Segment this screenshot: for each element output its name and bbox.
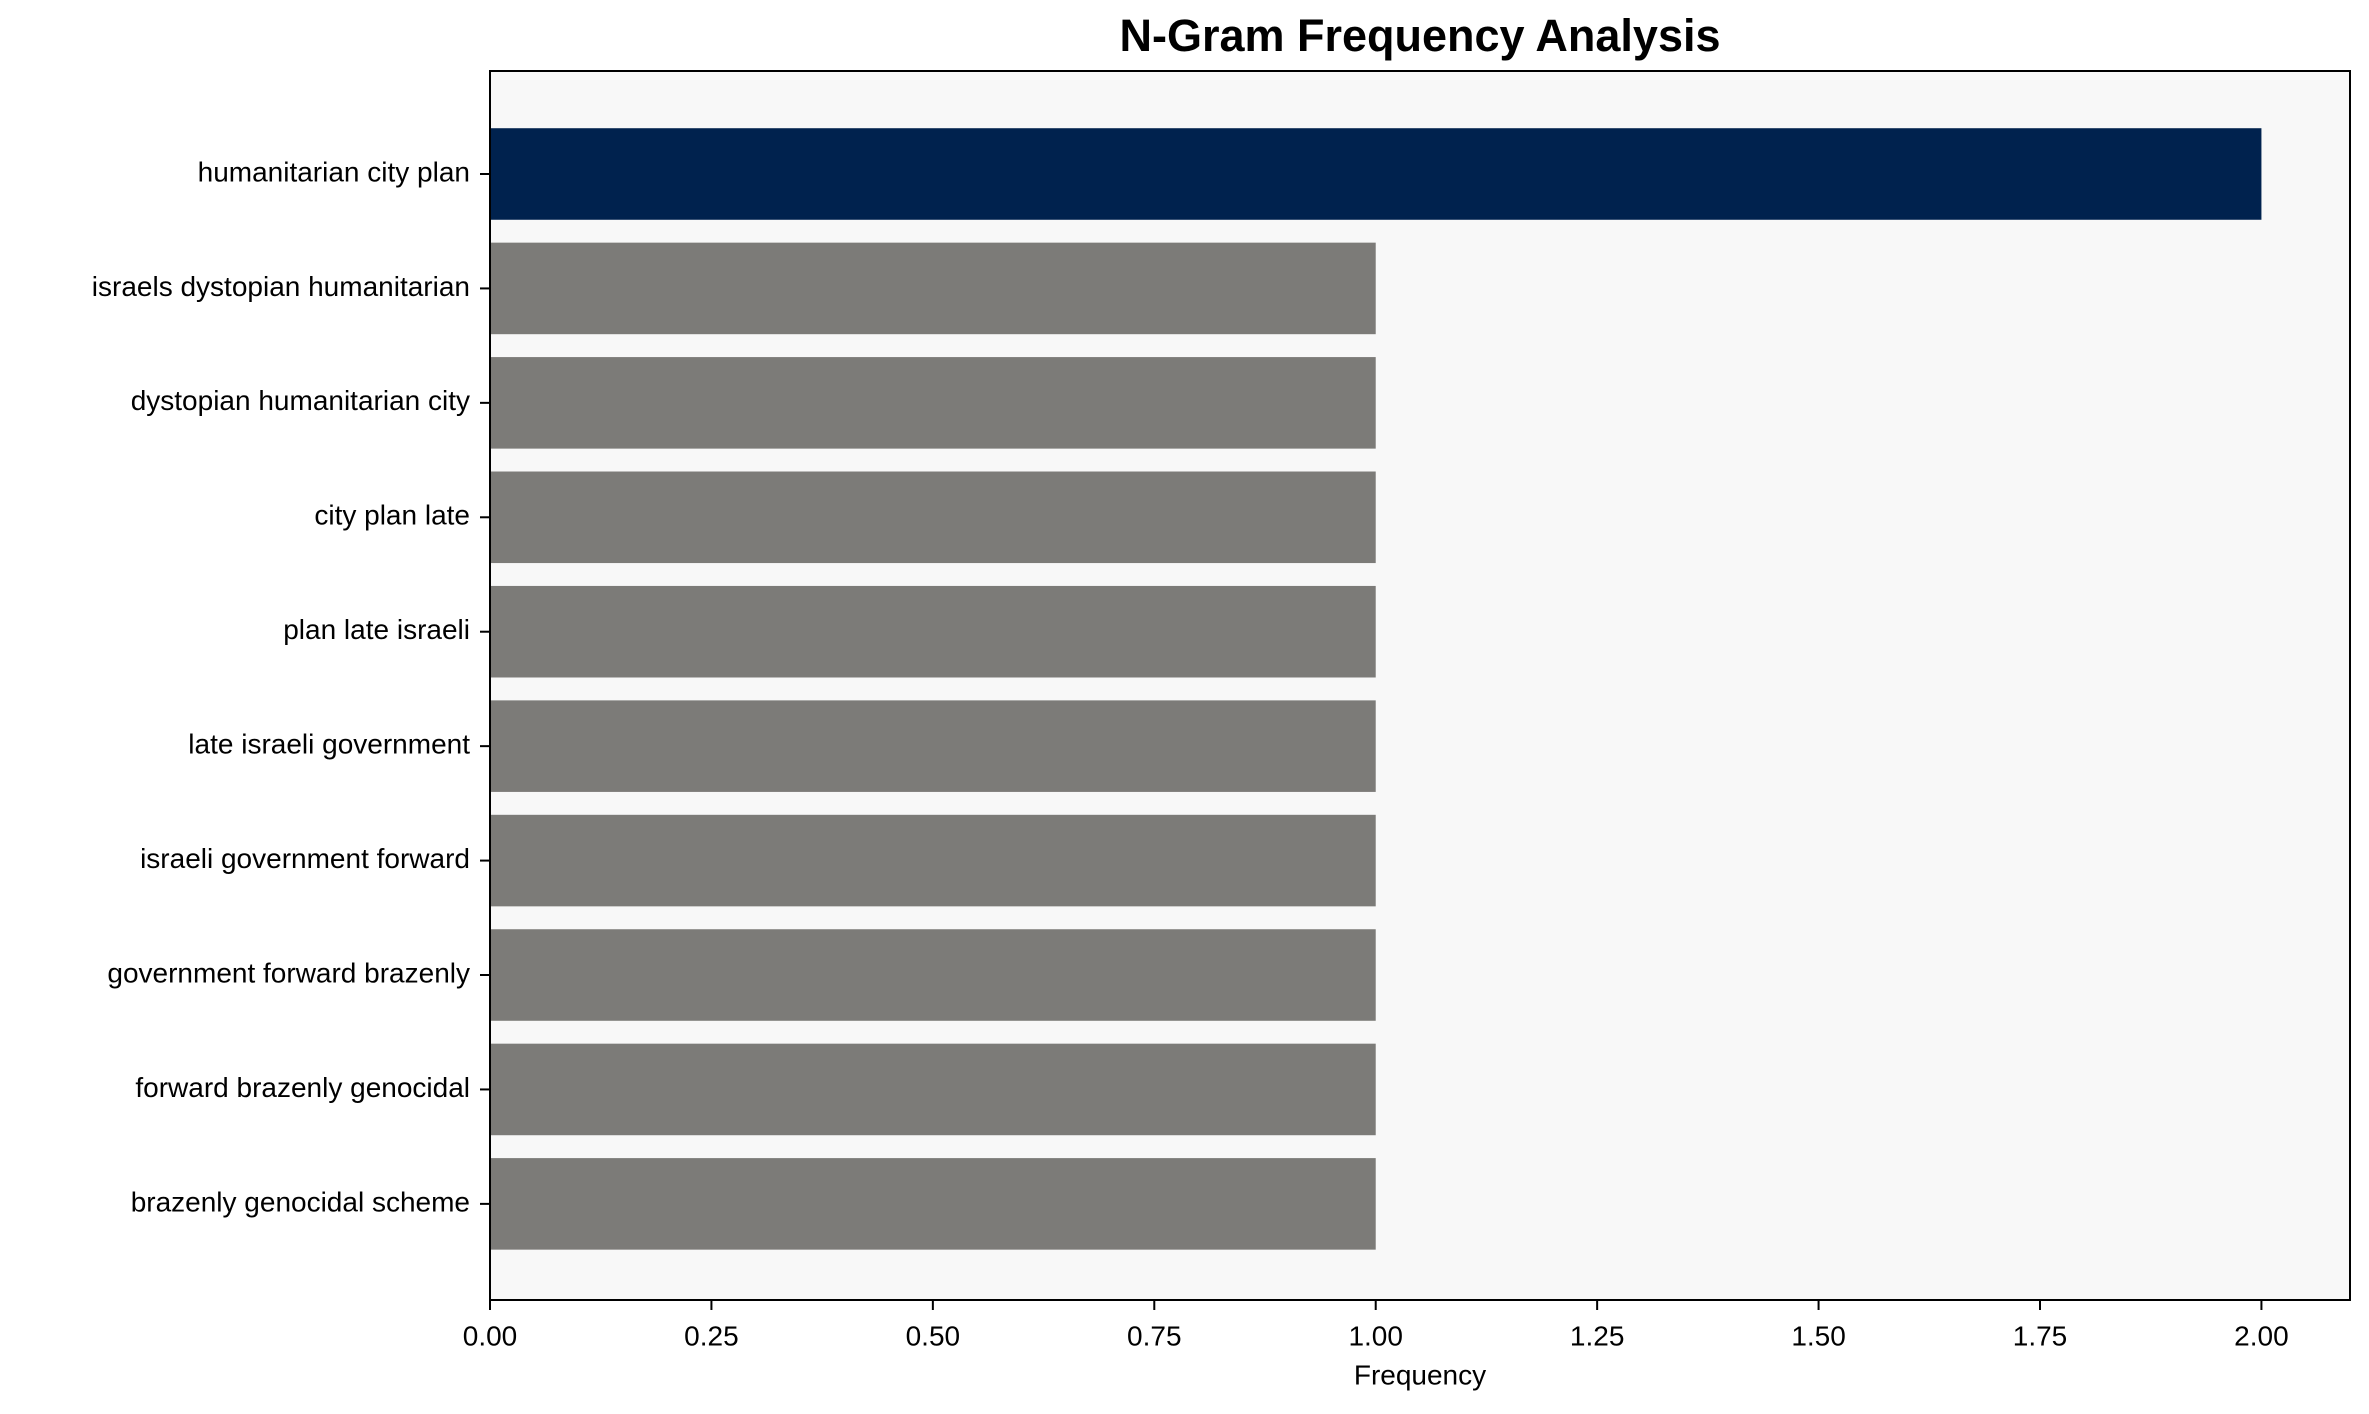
y-tick-label: israels dystopian humanitarian	[92, 271, 470, 302]
y-tick-label: dystopian humanitarian city	[131, 385, 470, 416]
y-tick-label: humanitarian city plan	[198, 156, 470, 187]
bar	[490, 700, 1376, 792]
x-tick-label: 2.00	[2234, 1320, 2289, 1351]
y-tick-label: plan late israeli	[283, 614, 470, 645]
chart-title: N-Gram Frequency Analysis	[1119, 10, 1720, 61]
y-tick-label: brazenly genocidal scheme	[131, 1186, 470, 1217]
y-tick-label: israeli government forward	[140, 843, 470, 874]
x-tick-label: 1.25	[1570, 1320, 1625, 1351]
x-tick-label: 1.50	[1791, 1320, 1846, 1351]
bar	[490, 242, 1376, 335]
bar	[490, 128, 2262, 220]
bar	[490, 1158, 1376, 1250]
plot-frame	[489, 70, 2351, 1301]
y-tick-label: city plan late	[314, 500, 470, 531]
y-tick-label: late israeli government	[188, 729, 470, 760]
bar	[490, 814, 1376, 907]
bar	[490, 471, 1376, 564]
y-tick-label: forward brazenly genocidal	[135, 1072, 470, 1103]
x-tick-label: 0.50	[906, 1320, 961, 1351]
x-tick-label: 0.25	[684, 1320, 739, 1351]
x-axis-label: Frequency	[1354, 1359, 1486, 1390]
bar	[490, 357, 1376, 449]
x-tick-label: 1.00	[1348, 1320, 1403, 1351]
x-tick-label: 1.75	[2013, 1320, 2068, 1351]
y-tick-label: government forward brazenly	[107, 957, 470, 988]
bar	[490, 929, 1376, 1021]
bar	[490, 585, 1376, 678]
x-tick-label: 0.75	[1127, 1320, 1182, 1351]
bar	[490, 1043, 1376, 1136]
x-tick-label: 0.00	[463, 1320, 518, 1351]
